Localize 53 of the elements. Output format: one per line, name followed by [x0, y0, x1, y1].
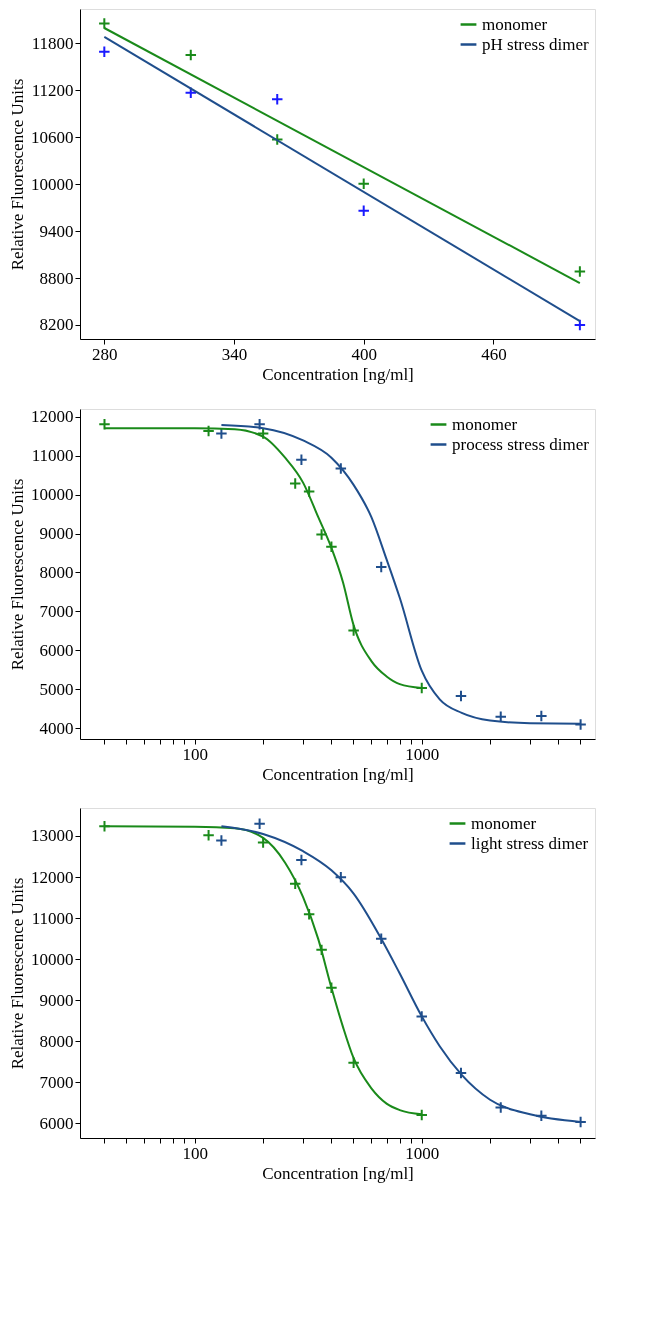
point [573, 318, 587, 332]
legend-label: monomer [482, 14, 548, 34]
y-axis-title: Relative Fluorescence Units [8, 877, 27, 1070]
x-tick-label: 280 [92, 344, 118, 364]
y-tick-label: 8800 [39, 268, 74, 288]
y-tick-label: 6000 [39, 640, 74, 660]
y-tick-label: 8000 [39, 1031, 74, 1051]
point [184, 48, 198, 62]
y-tick-label: 8200 [39, 315, 74, 335]
point [357, 204, 370, 217]
legend-label: monomer [471, 813, 537, 833]
y-tick-label: 5000 [39, 679, 74, 699]
x-axis-title: Concentration [ng/ml] [262, 1163, 414, 1183]
x-tick-label: 1000 [405, 1143, 440, 1163]
y-tick-label: 10000 [31, 485, 74, 505]
x-tick-label: 460 [481, 344, 507, 364]
y-tick-label: 11800 [31, 33, 74, 53]
y-tick-label: 6000 [39, 1113, 74, 1133]
y-tick-label: 9000 [39, 990, 74, 1010]
y-axis-title: Relative Fluorescence Units [8, 78, 27, 271]
y-tick-label: 10000 [31, 174, 74, 194]
y-tick-label: 10000 [31, 949, 74, 969]
y-tick-label: 4000 [39, 718, 74, 738]
x-tick-label: 340 [221, 344, 248, 364]
x-tick-label: 100 [182, 744, 209, 764]
y-tick-label: 12000 [31, 867, 74, 887]
y-tick-label: 11200 [31, 80, 74, 100]
y-tick-label: 11000 [31, 446, 74, 466]
y-tick-label: 11000 [31, 908, 74, 928]
x-tick-label: 100 [182, 1143, 209, 1163]
x-tick-label: 1000 [405, 744, 440, 764]
y-tick-label: 9400 [39, 221, 74, 241]
x-tick-label: 400 [351, 344, 377, 364]
y-tick-label: 12000 [31, 407, 74, 427]
x-axis-title: Concentration [ng/ml] [262, 364, 414, 384]
y-axis-title: Relative Fluorescence Units [8, 478, 27, 671]
y-tick-label: 9000 [39, 524, 74, 544]
point [573, 265, 587, 278]
legend-label: light stress dimer [471, 833, 589, 853]
point [271, 92, 284, 106]
y-tick-label: 13000 [31, 826, 74, 846]
legend-label: pH stress dimer [482, 34, 590, 54]
legend-label: monomer [452, 414, 518, 434]
y-tick-label: 7000 [39, 601, 74, 621]
legend-label: process stress dimer [452, 434, 590, 454]
point [184, 86, 198, 99]
point [98, 45, 111, 59]
point [357, 177, 370, 191]
y-tick-label: 8000 [39, 562, 74, 582]
y-tick-label: 7000 [39, 1072, 74, 1092]
x-axis-title: Concentration [ng/ml] [262, 764, 414, 784]
y-tick-label: 10600 [31, 127, 74, 147]
point [271, 133, 284, 146]
